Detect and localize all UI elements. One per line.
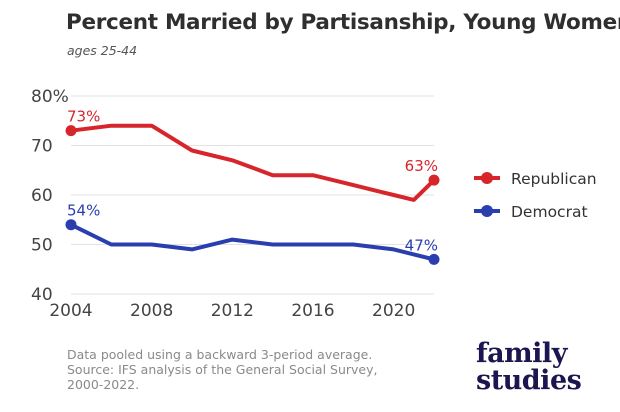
x-tick-label: 2020: [372, 301, 415, 321]
start-point: [65, 125, 77, 137]
x-tick-label: 2004: [49, 301, 92, 321]
end-data-label: 47%: [405, 236, 438, 254]
legend-label-republican: Republican: [511, 170, 597, 188]
y-tick-label: 70: [31, 137, 53, 157]
y-tick-label: 80%: [31, 87, 69, 107]
source-note-line-2: Source: IFS analysis of the General Soci…: [67, 362, 378, 377]
source-note-line-1: Data pooled using a backward 3-period av…: [67, 347, 373, 362]
end-data-label: 63%: [405, 157, 438, 175]
x-axis: 2004 2008 2012 2016 2020: [49, 301, 415, 321]
legend-marker: [481, 205, 493, 217]
chart-subtitle: ages 25-44: [67, 43, 138, 58]
series-line-republican: [69, 123, 436, 202]
chart-title: Percent Married by Partisanship, Young W…: [66, 10, 620, 35]
legend-marker: [481, 172, 493, 184]
end-point: [428, 174, 440, 186]
x-tick-label: 2008: [130, 301, 173, 321]
y-axis: 80% 70 60 50 40: [31, 87, 69, 305]
x-tick-label: 2016: [291, 301, 334, 321]
family-studies-logo: family studies: [476, 338, 582, 396]
y-tick-label: 60: [31, 186, 53, 206]
start-point: [65, 219, 77, 231]
start-data-label: 73%: [67, 108, 100, 126]
y-tick-label: 50: [31, 236, 53, 256]
y-tick-label: 40: [31, 285, 53, 305]
source-note-line-3: 2000-2022.: [67, 377, 140, 392]
end-point: [428, 253, 440, 265]
logo-line-2: studies: [476, 365, 582, 396]
legend-label-democrat: Democrat: [511, 203, 588, 221]
source-note: Data pooled using a backward 3-period av…: [67, 347, 378, 392]
logo-line-1: family: [476, 338, 567, 369]
start-data-label: 54%: [67, 202, 100, 220]
data-labels: 73% 63% 54% 47%: [67, 108, 438, 255]
series-line-democrat: [69, 222, 436, 262]
x-tick-label: 2012: [211, 301, 254, 321]
legend: Republican Democrat: [474, 170, 597, 221]
series-lines: [65, 123, 440, 265]
